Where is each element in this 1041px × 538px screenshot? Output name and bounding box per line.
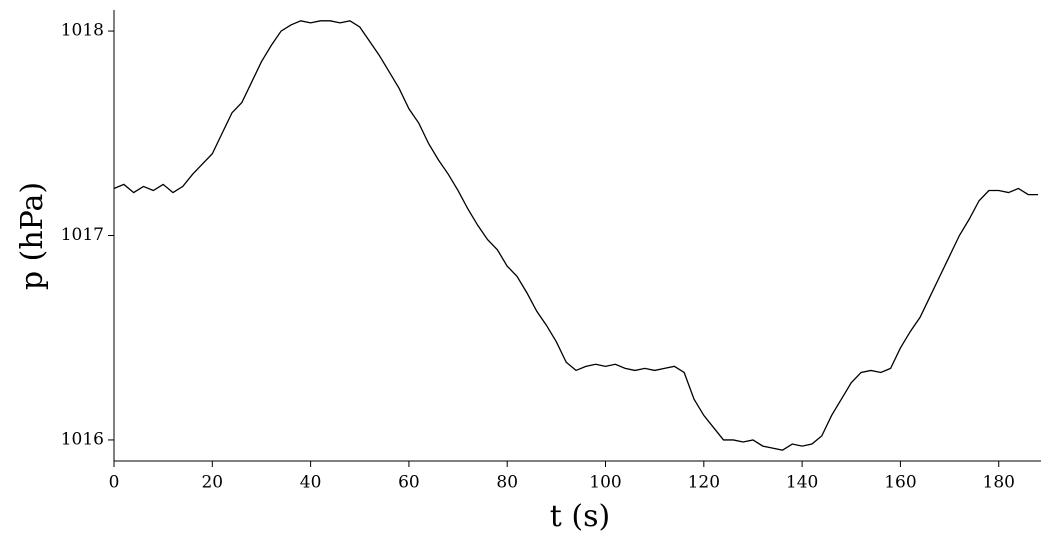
data-line <box>113 20 1039 451</box>
x-tick-label: 40 <box>300 473 322 493</box>
x-tick-label: 180 <box>983 473 1015 493</box>
y-axis-label: p (hPa) <box>15 182 50 290</box>
x-tick-label: 100 <box>589 473 621 493</box>
x-tick-label: 160 <box>884 473 916 493</box>
x-tick-label: 0 <box>109 473 120 493</box>
x-tick-label: 80 <box>496 473 518 493</box>
x-tick-label: 120 <box>688 473 720 493</box>
x-tick-label: 20 <box>201 473 223 493</box>
x-axis-label: t (s) <box>550 499 610 534</box>
x-tick-label: 60 <box>398 473 420 493</box>
y-tick-label: 1016 <box>61 429 104 449</box>
y-tick-label: 1018 <box>61 21 104 41</box>
y-tick-label: 1017 <box>61 225 104 245</box>
x-tick-label: 140 <box>786 473 818 493</box>
